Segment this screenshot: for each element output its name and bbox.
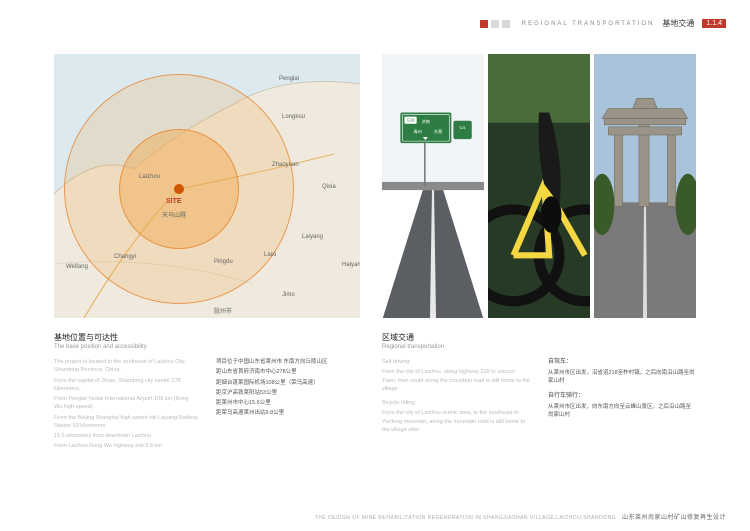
map-city-label: Laizhou <box>139 174 160 180</box>
svg-text:青州: 青州 <box>414 128 422 134</box>
header-title-en: REGIONAL TRANSPORTATION <box>522 21 655 27</box>
header-title-cn: 基地交通 <box>662 18 694 29</box>
svg-text:东营: 东营 <box>434 128 442 134</box>
site-label: SITE <box>166 198 182 205</box>
transport-section: 区域交通 Regional transportation Self drivin… <box>382 332 696 436</box>
map-city-label: Pingdu <box>214 259 233 265</box>
map-city-label: Weifang <box>66 264 88 270</box>
photo-gate <box>594 54 696 318</box>
svg-text:S21: S21 <box>459 126 465 130</box>
svg-text:济南: 济南 <box>422 118 430 124</box>
transport-text-cn: 自驾车： 从莱州市区出发，沿省道218至柞村镇，之后向南沿山路至尚家山村 自行车… <box>548 358 696 436</box>
map-city-label: 天马山隧 <box>162 210 186 219</box>
section-title-en: The base position and accessibility <box>54 344 360 350</box>
section-title-cn: 基地位置与可达性 <box>54 332 360 343</box>
map-city-label: Changyi <box>114 254 136 260</box>
footer-cn: 山东莱州尚家山村矿山修复再生设计 <box>622 515 726 521</box>
base-text-cn: 项目位于中国山东省莱州市 东南方向丘陵山区距山东省首府济南市中心278公里距烟台… <box>216 358 360 453</box>
map-city-label: Qixia <box>322 184 336 190</box>
map-city-label: Jimo <box>282 292 295 298</box>
map-city-label: Laixi <box>264 252 276 258</box>
map-city-label: Penglai <box>279 76 299 82</box>
photo-highway: G18 济南 青州 东营 S21 <box>382 54 484 318</box>
footer-en: THE DESIGN OF MINE REHABILITATION REGENE… <box>315 515 616 521</box>
sign-g18: G18 <box>407 118 415 123</box>
base-position-section: 基地位置与可达性 The base position and accessibi… <box>54 332 360 453</box>
page-header: REGIONAL TRANSPORTATION 基地交通 1.1.4 <box>480 18 726 29</box>
header-deco <box>480 20 510 28</box>
map-city-label: Longkou <box>282 114 305 120</box>
photo-bicycle <box>488 54 590 318</box>
section-title-en: Regional transportation <box>382 344 696 350</box>
map-city-label: Haiyang <box>342 262 360 268</box>
photo-row: G18 济南 青州 东营 S21 <box>382 54 696 318</box>
section-title-cn: 区域交通 <box>382 332 696 343</box>
base-text-en: The project is located in the southeast … <box>54 358 198 453</box>
map-city-label: Laiyang <box>302 234 323 240</box>
right-column: G18 济南 青州 东营 S21 <box>382 54 696 453</box>
transport-text-en: Self driving: From the city of Laizhou, … <box>382 358 530 436</box>
left-column: SITE Penglai Longkou Zhaoyuan Qixia Laizhou L… <box>54 54 360 453</box>
header-badge: 1.1.4 <box>702 19 726 28</box>
map-figure: SITE Penglai Longkou Zhaoyuan Qixia Laizhou L… <box>54 54 360 318</box>
page-footer: THE DESIGN OF MINE REHABILITATION REGENE… <box>315 512 726 521</box>
map-city-label: 胶州市 <box>214 306 232 315</box>
map-city-label: Zhaoyuan <box>272 162 299 168</box>
site-marker <box>174 184 184 194</box>
